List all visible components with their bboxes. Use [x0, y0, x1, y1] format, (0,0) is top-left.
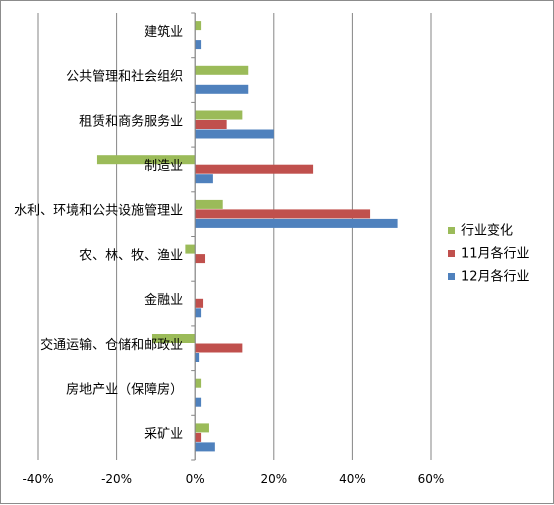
bar — [185, 244, 196, 254]
bar — [195, 21, 202, 31]
bar — [195, 308, 202, 318]
x-tick-label: -40% — [22, 472, 53, 486]
category-label: 交通运输、仓储和邮政业 — [40, 337, 183, 353]
legend-label: 行业变化 — [461, 223, 513, 239]
x-tick-label: 60% — [418, 472, 445, 486]
category-label: 租赁和商务服务业 — [79, 113, 183, 129]
category-label: 金融业 — [144, 292, 183, 308]
category-label: 公共管理和社会组织 — [66, 69, 183, 85]
bar — [195, 353, 200, 362]
category-label: 水利、环境和公共设施管理业 — [14, 204, 183, 219]
category-label: 农、林、牧、渔业 — [79, 248, 183, 263]
bar — [195, 218, 398, 228]
x-tick-labels: -40% -20% 0% 20% 40% 60% — [22, 472, 444, 486]
legend-label: 12月各行业 — [461, 269, 530, 285]
legend-swatch — [448, 227, 455, 234]
bar — [96, 155, 196, 165]
bar — [195, 199, 223, 209]
bar — [195, 432, 202, 442]
axes — [191, 12, 196, 461]
category-label: 建筑业 — [144, 24, 183, 40]
bar — [195, 164, 314, 174]
bar — [195, 423, 209, 433]
bar — [195, 120, 227, 129]
legend: 行业变化 11月各行业 12月各行业 — [448, 223, 530, 285]
category-label: 采矿业 — [144, 427, 183, 442]
bar — [195, 343, 243, 353]
bars — [96, 21, 398, 452]
category-label: 制造业 — [144, 159, 183, 174]
category-label: 房地产业（保障房） — [66, 381, 183, 397]
bar — [195, 397, 202, 407]
bar — [195, 110, 243, 120]
x-tick-label: 0% — [186, 472, 205, 486]
x-tick-label: 20% — [260, 472, 287, 486]
x-tick-label: 40% — [339, 472, 366, 486]
legend-swatch — [448, 273, 455, 280]
bar — [195, 254, 206, 264]
x-tick-label: -20% — [101, 472, 132, 486]
bar — [195, 209, 371, 219]
bar — [195, 298, 204, 308]
legend-swatch — [448, 250, 455, 257]
bar — [195, 65, 249, 75]
bar — [151, 334, 196, 343]
bar — [195, 129, 274, 139]
bar — [195, 442, 215, 452]
category-labels: 建筑业公共管理和社会组织租赁和商务服务业制造业水利、环境和公共设施管理业农、林、… — [14, 24, 183, 442]
legend-label: 11月各行业 — [461, 246, 530, 262]
bar — [195, 378, 202, 388]
bar — [195, 40, 202, 50]
bar — [195, 174, 213, 184]
bar — [195, 84, 249, 94]
